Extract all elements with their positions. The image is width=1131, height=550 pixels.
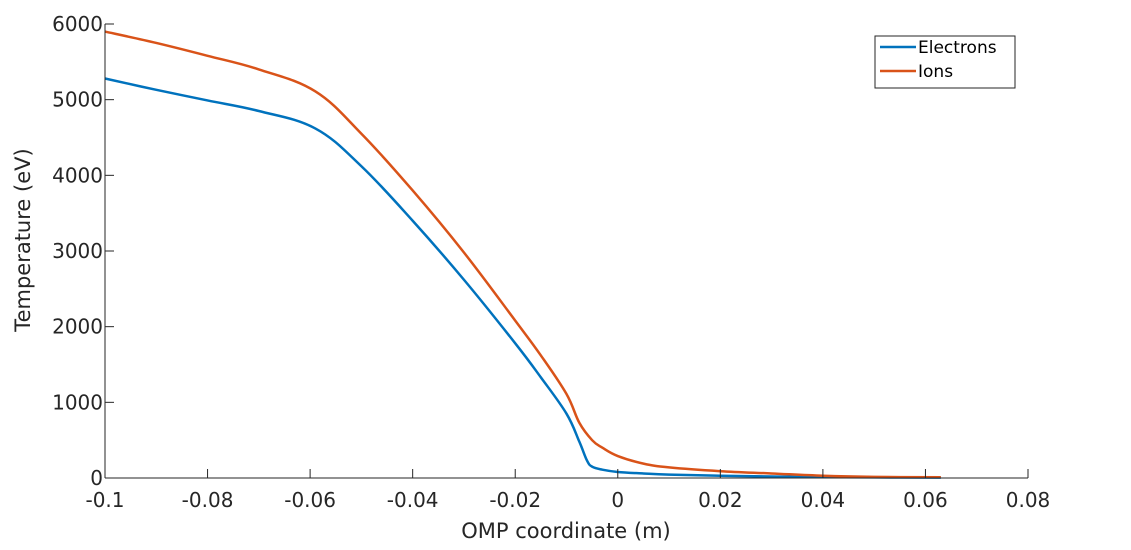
- x-tick-label: -0.1: [85, 488, 124, 512]
- x-tick-label: 0.02: [698, 488, 743, 512]
- plot-area: [104, 30, 941, 479]
- legend: Electrons Ions: [874, 35, 1016, 89]
- x-tick-label: 0.08: [1006, 488, 1051, 512]
- legend-label-ions: Ions: [918, 62, 953, 82]
- x-axis: -0.1 -0.08 -0.06 -0.04 -0.02 0 0.02 0.04 0.06 0.0…: [85, 469, 1050, 512]
- y-tick-label: 5000: [52, 88, 103, 112]
- series-line-ions: [104, 30, 941, 479]
- x-axis-label: OMP coordinate (m): [461, 519, 671, 543]
- legend-box: [874, 35, 1016, 89]
- x-tick-label: -0.08: [182, 488, 234, 512]
- y-axis-label: Temperature (eV): [11, 148, 35, 332]
- y-tick-label: 3000: [52, 239, 103, 263]
- x-tick-label: -0.02: [489, 488, 541, 512]
- x-tick-label: 0.06: [903, 488, 948, 512]
- y-axis: 0 1000 2000 3000 4000 5000 6000: [52, 12, 114, 490]
- x-tick-label: 0.04: [801, 488, 846, 512]
- series-line-electrons: [104, 77, 941, 479]
- legend-label-electrons: Electrons: [918, 38, 997, 58]
- y-tick-label: 1000: [52, 390, 103, 414]
- y-tick-label: 6000: [52, 12, 103, 36]
- y-tick-label: 2000: [52, 315, 103, 339]
- x-tick-label: 0: [611, 488, 624, 512]
- x-tick-label: -0.06: [284, 488, 336, 512]
- x-tick-label: -0.04: [387, 488, 439, 512]
- y-tick-label: 4000: [52, 163, 103, 187]
- y-tick-label: 0: [90, 466, 103, 490]
